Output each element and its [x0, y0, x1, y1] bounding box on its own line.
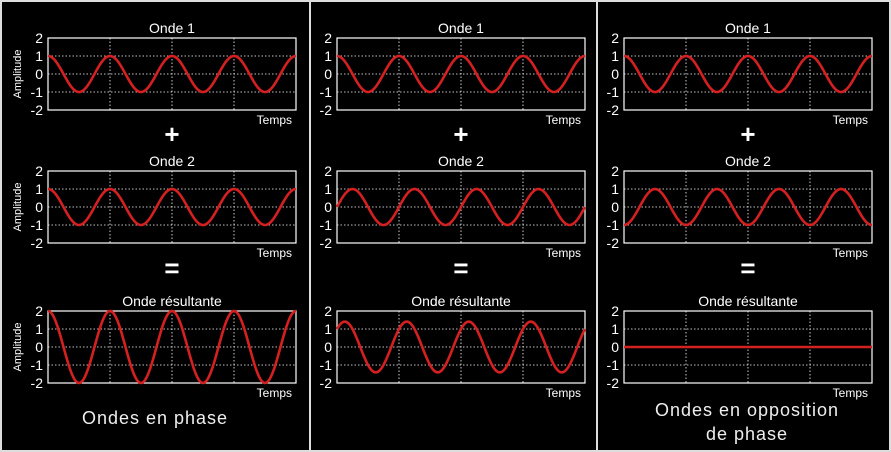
plus-sign: +	[453, 119, 468, 149]
y-tick-label: 0	[324, 199, 332, 215]
y-tick-label: 2	[611, 163, 619, 179]
y-tick-label: 2	[35, 163, 43, 179]
y-tick-label: 2	[324, 30, 332, 46]
column-divider-1	[309, 0, 311, 452]
plot-title: Onde résultante	[411, 293, 511, 309]
y-tick-label: -1	[31, 217, 44, 233]
wave-curve	[336, 54, 586, 94]
x-axis-label: Temps	[257, 386, 292, 400]
plot-opposition-2: Onde 2 2 1 0 -1 -2 Temps	[607, 153, 873, 260]
y-tick-label: -2	[607, 102, 620, 118]
x-axis-label: Temps	[833, 113, 868, 127]
x-axis-label: Temps	[833, 386, 868, 400]
y-tick-label: 1	[611, 321, 619, 337]
y-tick-label: 0	[611, 66, 619, 82]
y-tick-label: 0	[324, 339, 332, 355]
plot-opposition-1: Onde 1 2 1 0 -1 -2 Temps	[607, 20, 873, 127]
plus-sign: +	[740, 119, 755, 149]
y-tick-label: 0	[35, 66, 43, 82]
y-tick-label: 2	[324, 303, 332, 319]
plot-phase-shift-2: Onde 2 2 1 0 -1 -2 Temps	[320, 153, 587, 260]
plot-title: Onde 2	[149, 153, 195, 169]
plot-in-phase-2: Onde 2 2 1 0 -1 -2 Amplitude Temps	[12, 153, 297, 260]
x-axis-label: Temps	[833, 246, 868, 260]
y-tick-label: -2	[320, 375, 333, 391]
wave-curve	[47, 54, 297, 94]
y-tick-label: 2	[611, 303, 619, 319]
plot-title: Onde 2	[725, 153, 771, 169]
y-tick-label: 1	[35, 48, 43, 64]
wave-curve	[623, 54, 873, 94]
y-tick-label: -2	[31, 102, 44, 118]
wave-curve	[623, 187, 873, 227]
equals-sign: =	[453, 253, 468, 283]
x-axis-label: Temps	[257, 246, 292, 260]
caption-in-phase: Ondes en phase	[20, 406, 290, 430]
x-axis-label: Temps	[257, 113, 292, 127]
y-axis-label: Amplitude	[12, 323, 24, 372]
x-axis-label: Temps	[546, 113, 581, 127]
y-tick-label: -1	[607, 217, 620, 233]
y-tick-label: -1	[320, 84, 333, 100]
plot-phase-shift-3: Onde résultante 2 1 0 -1 -2 Temps	[320, 293, 587, 400]
y-tick-label: 0	[35, 199, 43, 215]
y-tick-label: -2	[607, 375, 620, 391]
y-tick-label: 1	[324, 181, 332, 197]
plot-title: Onde 1	[725, 20, 771, 36]
y-tick-label: 2	[611, 30, 619, 46]
plot-phase-shift-1: Onde 1 2 1 0 -1 -2 Temps	[320, 20, 586, 127]
x-axis-label: Temps	[546, 246, 581, 260]
plot-in-phase-1: Onde 1 2 1 0 -1 -2 Amplitude Temps	[12, 20, 297, 127]
y-tick-label: -2	[320, 102, 333, 118]
plot-title: Onde 1	[438, 20, 484, 36]
caption-in-phase-line-1: Ondes en phase	[81, 408, 229, 428]
plot-title: Onde résultante	[698, 293, 798, 309]
y-tick-label: -2	[320, 235, 333, 251]
y-tick-label: -1	[320, 217, 333, 233]
plot-title: Onde résultante	[122, 293, 222, 309]
equals-sign: =	[740, 253, 755, 283]
y-tick-label: 2	[35, 303, 43, 319]
plot-in-phase-3: Onde résultante 2 1 0 -1 -2 Amplitude Temps	[12, 293, 297, 400]
wave-curve	[47, 309, 297, 385]
wave-curve	[47, 187, 297, 227]
plot-title: Onde 1	[149, 20, 195, 36]
y-tick-label: -2	[31, 235, 44, 251]
y-tick-label: -2	[31, 375, 44, 391]
y-tick-label: 1	[611, 48, 619, 64]
y-tick-label: -1	[31, 357, 44, 373]
plot-opposition-3: Onde résultante 2 1 0 -1 -2 Temps	[607, 293, 873, 400]
caption-opposition-line-2: de phase	[705, 424, 789, 444]
caption-opposition: Ondes en opposition de phase	[612, 398, 882, 446]
y-tick-label: 0	[611, 339, 619, 355]
y-tick-label: 0	[324, 66, 332, 82]
column-divider-2	[596, 0, 598, 452]
equals-sign: =	[164, 253, 179, 283]
y-tick-label: 1	[35, 321, 43, 337]
x-axis-label: Temps	[546, 386, 581, 400]
y-tick-label: 1	[324, 48, 332, 64]
caption-opposition-line-1: Ondes en opposition	[654, 400, 840, 420]
y-axis-label: Amplitude	[12, 50, 24, 99]
y-tick-label: -1	[607, 84, 620, 100]
y-tick-label: -1	[607, 357, 620, 373]
y-tick-label: 0	[35, 339, 43, 355]
plot-title: Onde 2	[438, 153, 484, 169]
y-tick-label: 2	[35, 30, 43, 46]
y-tick-label: 1	[35, 181, 43, 197]
y-tick-label: -1	[31, 84, 44, 100]
y-tick-label: 0	[611, 199, 619, 215]
y-tick-label: 1	[611, 181, 619, 197]
y-axis-label: Amplitude	[12, 183, 24, 232]
y-tick-label: -2	[607, 235, 620, 251]
y-tick-label: 2	[324, 163, 332, 179]
plus-sign: +	[164, 119, 179, 149]
wave-curve	[335, 320, 587, 374]
y-tick-label: -1	[320, 357, 333, 373]
y-tick-label: 1	[324, 321, 332, 337]
wave-curve	[335, 187, 587, 227]
